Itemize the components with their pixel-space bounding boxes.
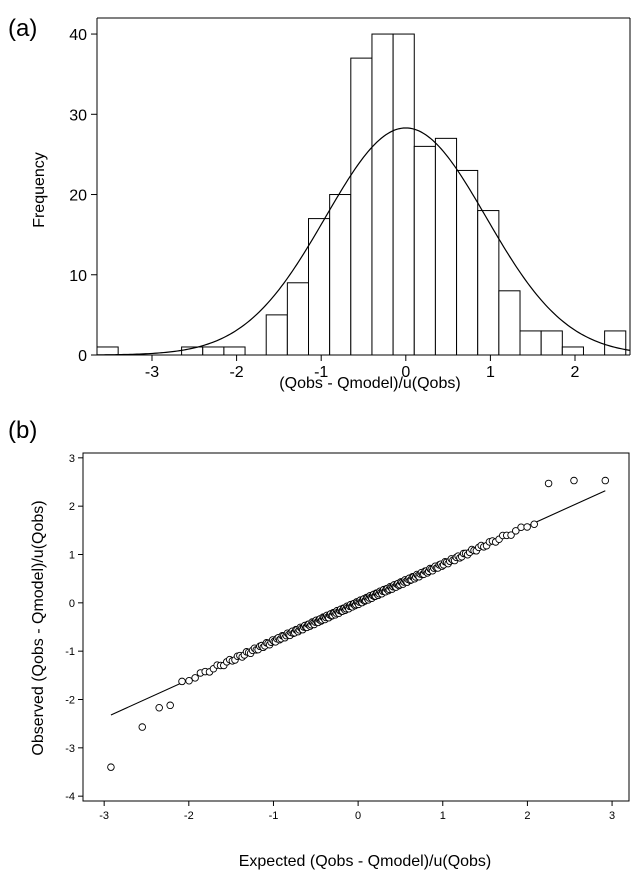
qq-point <box>570 476 578 485</box>
qq-plot-axes: -4 -3 -2 -1 0 1 2 3 -3 -2 -1 0 1 2 3 <box>65 453 615 822</box>
histogram-y-tick-label: 0 <box>78 348 87 365</box>
qq-y-tick-label: -1 <box>65 646 75 658</box>
histogram-bar <box>413 145 436 356</box>
histogram-x-tick-label: -3 <box>145 364 159 381</box>
qq-point <box>507 531 515 539</box>
panel-a-label: (a) <box>8 15 37 42</box>
qq-point <box>512 527 520 535</box>
qq-y-tick-label: -2 <box>65 695 75 707</box>
qq-y-tick-label: -3 <box>65 743 75 755</box>
qq-plot-frame <box>82 452 630 802</box>
histogram-bar <box>308 218 331 356</box>
histogram-bar <box>561 346 584 356</box>
histogram-bar <box>329 194 352 356</box>
histogram-bar <box>265 314 288 356</box>
qq-x-tick-label: 1 <box>440 810 446 822</box>
histogram-bar <box>540 330 563 356</box>
qq-point <box>517 523 525 532</box>
histogram-bars <box>96 33 627 356</box>
histogram-y-tick-label: 20 <box>69 188 87 205</box>
histogram-bar <box>286 282 310 356</box>
qq-point <box>523 523 531 531</box>
histogram-bar <box>223 346 246 356</box>
qq-y-tick-label: 0 <box>69 598 75 610</box>
qq-point <box>178 677 186 686</box>
qq-point <box>155 703 163 712</box>
qq-x-tick-label: -2 <box>184 810 194 822</box>
histogram-chart: (a) 0 10 20 30 40 -3 -2 -1 0 1 2 (Qobs - Qmodel)/u… <box>8 15 631 392</box>
histogram-x-tick-label: 1 <box>486 364 495 381</box>
histogram-x-tick-label: 2 <box>571 364 580 381</box>
qq-x-tick-label: -1 <box>269 810 279 822</box>
histogram-bar <box>392 33 415 356</box>
qq-point <box>191 674 199 682</box>
histogram-x-tick-label: -2 <box>229 364 243 381</box>
normal-curve <box>96 127 631 356</box>
panel-b-label: (b) <box>8 417 37 444</box>
histogram-bar <box>604 330 627 356</box>
qq-y-tick-label: -4 <box>65 791 75 803</box>
histogram-bar <box>202 346 225 356</box>
histogram-bar <box>350 57 373 356</box>
histogram-bar <box>477 210 500 356</box>
qq-points <box>107 476 610 771</box>
qq-x-tick-label: 0 <box>355 810 361 822</box>
qq-y-tick-label: 2 <box>69 501 75 513</box>
qq-point <box>544 479 553 488</box>
qq-point <box>530 520 538 528</box>
qq-point <box>601 476 610 485</box>
histogram-y-tick-label: 10 <box>69 268 87 285</box>
histogram-y-axis-title: Frequency <box>31 152 48 228</box>
qq-point <box>185 676 193 685</box>
qq-x-tick-label: 2 <box>524 810 530 822</box>
histogram-y-tick-label: 30 <box>69 107 87 124</box>
histogram-bar <box>434 137 458 356</box>
qq-point <box>107 763 115 771</box>
histogram-x-tick-label: -1 <box>314 364 328 381</box>
histogram-x-axis-title: (Qobs - Qmodel)/u(Qobs) <box>279 375 460 392</box>
qq-x-tick-label: -3 <box>99 810 109 822</box>
histogram-axes: 0 10 20 30 40 -3 -2 -1 0 1 2 <box>69 17 631 381</box>
qq-y-tick-label: 3 <box>69 453 75 465</box>
qq-y-tick-label: 1 <box>69 550 75 562</box>
histogram-y-tick-label: 40 <box>69 27 87 44</box>
qq-y-axis-title: Observed (Qobs - Qmodel)/u(Qobs) <box>30 500 47 755</box>
histogram-bar <box>96 346 119 356</box>
qq-point <box>138 723 147 731</box>
histogram-bar <box>371 33 394 356</box>
qq-plot-chart: (b) -4 -3 -2 -1 0 1 2 3 -3 -2 -1 0 1 2 3 Expected (Qob… <box>8 417 630 870</box>
histogram-bar <box>519 330 542 356</box>
histogram-x-tick-label: 0 <box>401 364 410 381</box>
qq-point <box>166 701 174 710</box>
qq-x-tick-label: 3 <box>609 810 615 822</box>
histogram-bar <box>498 290 521 356</box>
qq-x-axis-title: Expected (Qobs - Qmodel)/u(Qobs) <box>239 853 492 870</box>
